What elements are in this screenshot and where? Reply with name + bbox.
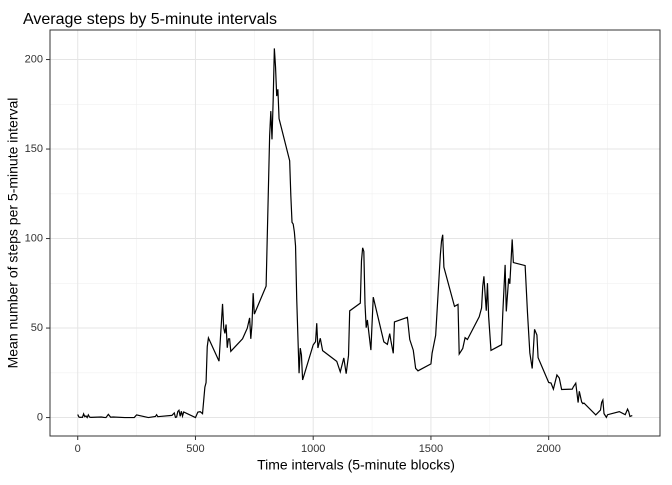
- chart-title: Average steps by 5-minute intervals: [23, 11, 277, 28]
- x-tick-label: 2000: [536, 443, 560, 455]
- x-tick-label: 1000: [301, 443, 325, 455]
- y-tick-label: 0: [37, 411, 43, 423]
- y-tick-label: 100: [25, 232, 43, 244]
- line: [77, 48, 633, 419]
- x-tick-label: 1500: [419, 443, 443, 455]
- x-tick-label: 0: [75, 443, 81, 455]
- y-tick-label: 200: [25, 53, 43, 65]
- y-axis-label: Mean number of steps per 5-minute interv…: [5, 98, 21, 369]
- y-tick-label: 50: [31, 322, 43, 334]
- x-tick-label: 500: [186, 443, 204, 455]
- panel-border: [49, 29, 661, 437]
- x-axis-label: Time intervals (5-minute blocks): [257, 457, 455, 473]
- y-tick-label: 150: [25, 143, 43, 155]
